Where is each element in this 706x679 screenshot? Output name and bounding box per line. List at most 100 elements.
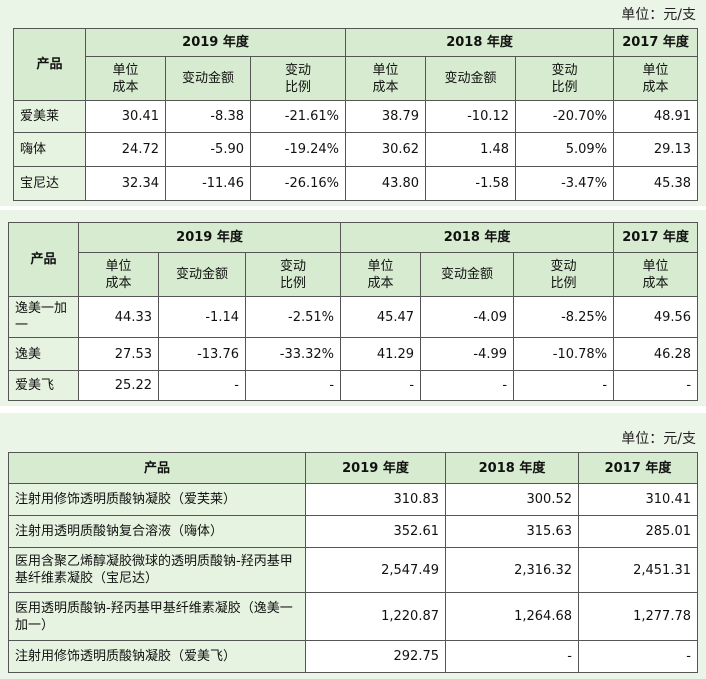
table-row: 单位 成本 变动金额 变动 比例 单位 成本 变动金额 变动 比例 单位 成本 xyxy=(14,56,699,101)
value-cell: 292.75 xyxy=(305,640,446,673)
subheader-cell: 变动金额 xyxy=(158,252,246,297)
value-cell: 2,451.31 xyxy=(578,547,698,593)
value-cell: -13.76 xyxy=(158,337,246,371)
subheader-cell: 变动 比例 xyxy=(249,56,347,101)
subheader-cell: 变动金额 xyxy=(425,56,517,101)
header-cell: 2018 年度 xyxy=(345,28,615,57)
value-cell: - xyxy=(244,370,342,401)
value-cell: -10.12 xyxy=(425,100,517,133)
value-cell: -26.16% xyxy=(249,166,347,201)
value-cell: - xyxy=(158,370,246,401)
value-cell: 32.34 xyxy=(85,166,166,201)
panel: 单位：元/支 产品 2019 年度 2018 年度 2017 年度 单位 成本 变动金额 变动… xyxy=(0,0,706,206)
value-cell: 5.09% xyxy=(515,132,615,167)
table-row: 产品 2019 年度 2018 年度 2017 年度 xyxy=(13,28,699,101)
data-table: 产品 2019 年度 2018 年度 2017 年度 单位 成本 变动金额 变动 比例 单位 … xyxy=(8,222,699,401)
product-cell: 嗨体 xyxy=(13,132,86,167)
value-cell: - xyxy=(420,370,515,401)
header-cell: 2019 年度 xyxy=(305,452,446,484)
table-row: 医用透明质酸钠-羟丙基甲基纤维素凝胶（逸美一加一） 1,220.87 1,264.6… xyxy=(8,592,698,641)
value-cell: -19.24% xyxy=(249,132,347,167)
data-table: 产品 2019 年度 2018 年度 2017 年度 注射用修饰透明质酸钠凝胶（爱芙莱）… xyxy=(8,452,698,673)
value-cell: -20.70% xyxy=(515,100,615,133)
header-cell: 2017 年度 xyxy=(578,452,698,484)
value-cell: - xyxy=(445,640,579,673)
subheader-cell: 变动金额 xyxy=(420,252,515,297)
value-cell: 310.41 xyxy=(578,483,698,516)
header-cell: 2017 年度 xyxy=(613,222,699,253)
panel: 单位：元/支产品 2019 年度 2018 年度 2017 年度 注射用修饰透明质酸钠凝… xyxy=(0,413,706,679)
value-cell: 310.83 xyxy=(305,483,446,516)
value-cell: 27.53 xyxy=(78,337,159,371)
table-row: 宝尼达 32.34 -11.46 -26.16% 43.80 -1.58 -3.47% 45.… xyxy=(13,166,699,201)
value-cell: 44.33 xyxy=(78,296,159,338)
unit-label: 单位：元/支 xyxy=(621,431,696,447)
table-row: 医用含聚乙烯醇凝胶微球的透明质酸钠-羟丙基甲基纤维素凝胶（宝尼达） 2,547.4… xyxy=(8,547,698,593)
table-row: 逸美 27.53 -13.76 -33.32% 41.29 -4.99 -10.78% 46.… xyxy=(8,337,699,371)
value-cell: 285.01 xyxy=(578,515,698,548)
value-cell: - xyxy=(513,370,615,401)
value-cell: - xyxy=(340,370,422,401)
header-cell: 2017 年度 xyxy=(613,28,699,57)
value-cell: -2.51% xyxy=(244,296,342,338)
subheader-cell: 变动金额 xyxy=(165,56,251,101)
header-cell: 产品 xyxy=(13,28,86,101)
table-row: 爱美莱 30.41 -8.38 -21.61% 38.79 -10.12 -20.70% 48… xyxy=(13,100,699,133)
value-cell: - xyxy=(613,370,699,401)
product-cell: 逸美 xyxy=(8,337,79,371)
table-row: 产品 2019 年度 2018 年度 2017 年度 xyxy=(8,452,698,484)
value-cell: 45.38 xyxy=(613,166,699,201)
value-cell: 24.72 xyxy=(85,132,166,167)
product-cell: 注射用透明质酸钠复合溶液（嗨体） xyxy=(8,515,306,548)
subheader-cell: 单位 成本 xyxy=(85,56,166,101)
product-cell: 逸美一加一 xyxy=(8,296,79,338)
value-cell: 30.41 xyxy=(85,100,166,133)
value-cell: -1.14 xyxy=(158,296,246,338)
header-cell: 2018 年度 xyxy=(340,222,615,253)
value-cell: 45.47 xyxy=(340,296,422,338)
value-cell: 30.62 xyxy=(345,132,427,167)
table-row: 爱美飞 25.22- - - - - - xyxy=(8,370,699,401)
panel: 产品 2019 年度 2018 年度 2017 年度 单位 成本 变动金额 变动 比例 单位 … xyxy=(0,210,706,406)
product-cell: 爱美飞 xyxy=(8,370,79,401)
value-cell: -5.90 xyxy=(165,132,251,167)
value-cell: 1.48 xyxy=(425,132,517,167)
value-cell: 43.80 xyxy=(345,166,427,201)
subheader-cell: 变动 比例 xyxy=(244,252,342,297)
product-cell: 注射用修饰透明质酸钠凝胶（爱美飞） xyxy=(8,640,306,673)
value-cell: 29.13 xyxy=(613,132,699,167)
header-cell: 产品 xyxy=(8,452,306,484)
value-cell: 1,220.87 xyxy=(305,592,446,641)
value-cell: 2,547.49 xyxy=(305,547,446,593)
subheader-cell: 单位 成本 xyxy=(78,252,159,297)
table-row: 注射用透明质酸钠复合溶液（嗨体） 352.61 315.63 285.01 xyxy=(8,515,698,548)
value-cell: -33.32% xyxy=(244,337,342,371)
subheader-cell: 变动 比例 xyxy=(515,56,615,101)
value-cell: - xyxy=(578,640,698,673)
product-cell: 注射用修饰透明质酸钠凝胶（爱芙莱） xyxy=(8,483,306,516)
value-cell: 49.56 xyxy=(613,296,699,338)
product-cell: 宝尼达 xyxy=(13,166,86,201)
value-cell: 352.61 xyxy=(305,515,446,548)
value-cell: 315.63 xyxy=(445,515,579,548)
value-cell: -1.58 xyxy=(425,166,517,201)
value-cell: 300.52 xyxy=(445,483,579,516)
value-cell: -11.46 xyxy=(165,166,251,201)
value-cell: 38.79 xyxy=(345,100,427,133)
table-row: 注射用修饰透明质酸钠凝胶（爱芙莱） 310.83 300.52 310.41 xyxy=(8,483,698,516)
product-cell: 爱美莱 xyxy=(13,100,86,133)
value-cell: -4.09 xyxy=(420,296,515,338)
value-cell: 48.91 xyxy=(613,100,699,133)
table-row: 逸美一加一 44.33 -1.14 -2.51% 45.47 -4.09 -8.25% 49.… xyxy=(8,296,699,338)
unit-label: 单位：元/支 xyxy=(621,7,696,23)
table-row: 单位 成本 变动金额 变动 比例 单位 成本 变动金额 变动 比例 单位 成本 xyxy=(9,252,699,297)
table-row: 嗨体 24.72 -5.90 -19.24% 30.62 1.48 5.09% 29.13 xyxy=(13,132,699,167)
header-cell: 产品 xyxy=(8,222,79,297)
subheader-cell: 单位 成本 xyxy=(340,252,422,297)
product-cell: 医用含聚乙烯醇凝胶微球的透明质酸钠-羟丙基甲基纤维素凝胶（宝尼达） xyxy=(8,547,306,593)
value-cell: 25.22 xyxy=(78,370,159,401)
value-cell: -10.78% xyxy=(513,337,615,371)
product-cell: 医用透明质酸钠-羟丙基甲基纤维素凝胶（逸美一加一） xyxy=(8,592,306,641)
value-cell: -4.99 xyxy=(420,337,515,371)
